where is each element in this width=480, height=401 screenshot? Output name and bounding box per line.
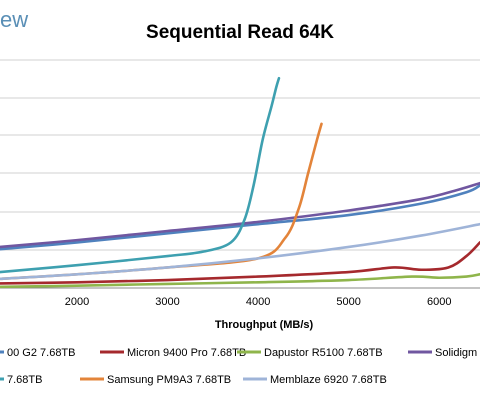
x-tick-label: 4000	[246, 296, 270, 308]
legend-label: Micron 9400 Pro 7.68TB	[127, 347, 246, 359]
legend-item: Samsung PM9A3 7.68TB	[80, 374, 231, 386]
legend-label: Dapustor R5100 7.68TB	[264, 347, 383, 359]
x-tick-labels: 2000 3000 4000 5000 6000	[65, 296, 452, 308]
series-lines	[0, 76, 480, 289]
series-line-2	[0, 273, 480, 289]
legend-item: Memblaze 6920 7.68TB	[243, 374, 387, 386]
gridlines	[0, 59, 480, 289]
legend-item: 00 G2 7.68TB	[0, 347, 76, 359]
series-line-4	[0, 76, 281, 274]
series-line-3	[0, 181, 480, 249]
legend-item: 7.68TB	[0, 374, 42, 386]
x-tick-label: 6000	[427, 296, 451, 308]
x-tick-label: 5000	[336, 296, 360, 308]
legend: 00 G2 7.68TB Micron 9400 Pro 7.68TB Dapust…	[0, 347, 477, 386]
series-line-6	[0, 222, 480, 281]
x-axis-title: Throughput (MB/s)	[215, 319, 314, 331]
legend-item: Dapustor R5100 7.68TB	[237, 347, 383, 359]
legend-label: 00 G2 7.68TB	[7, 347, 76, 359]
legend-item: Micron 9400 Pro 7.68TB	[100, 347, 246, 359]
x-tick-label: 3000	[155, 296, 179, 308]
legend-item: Solidigm	[408, 347, 477, 359]
legend-label: 7.68TB	[7, 374, 42, 386]
brand-logo-fragment: ew	[0, 7, 28, 32]
series-line-1	[0, 241, 480, 285]
legend-label: Memblaze 6920 7.68TB	[270, 374, 387, 386]
legend-label: Samsung PM9A3 7.68TB	[107, 374, 231, 386]
series-line-0	[0, 184, 480, 251]
chart-title: Sequential Read 64K	[146, 22, 334, 43]
legend-label: Solidigm	[435, 347, 477, 359]
x-tick-label: 2000	[65, 296, 89, 308]
